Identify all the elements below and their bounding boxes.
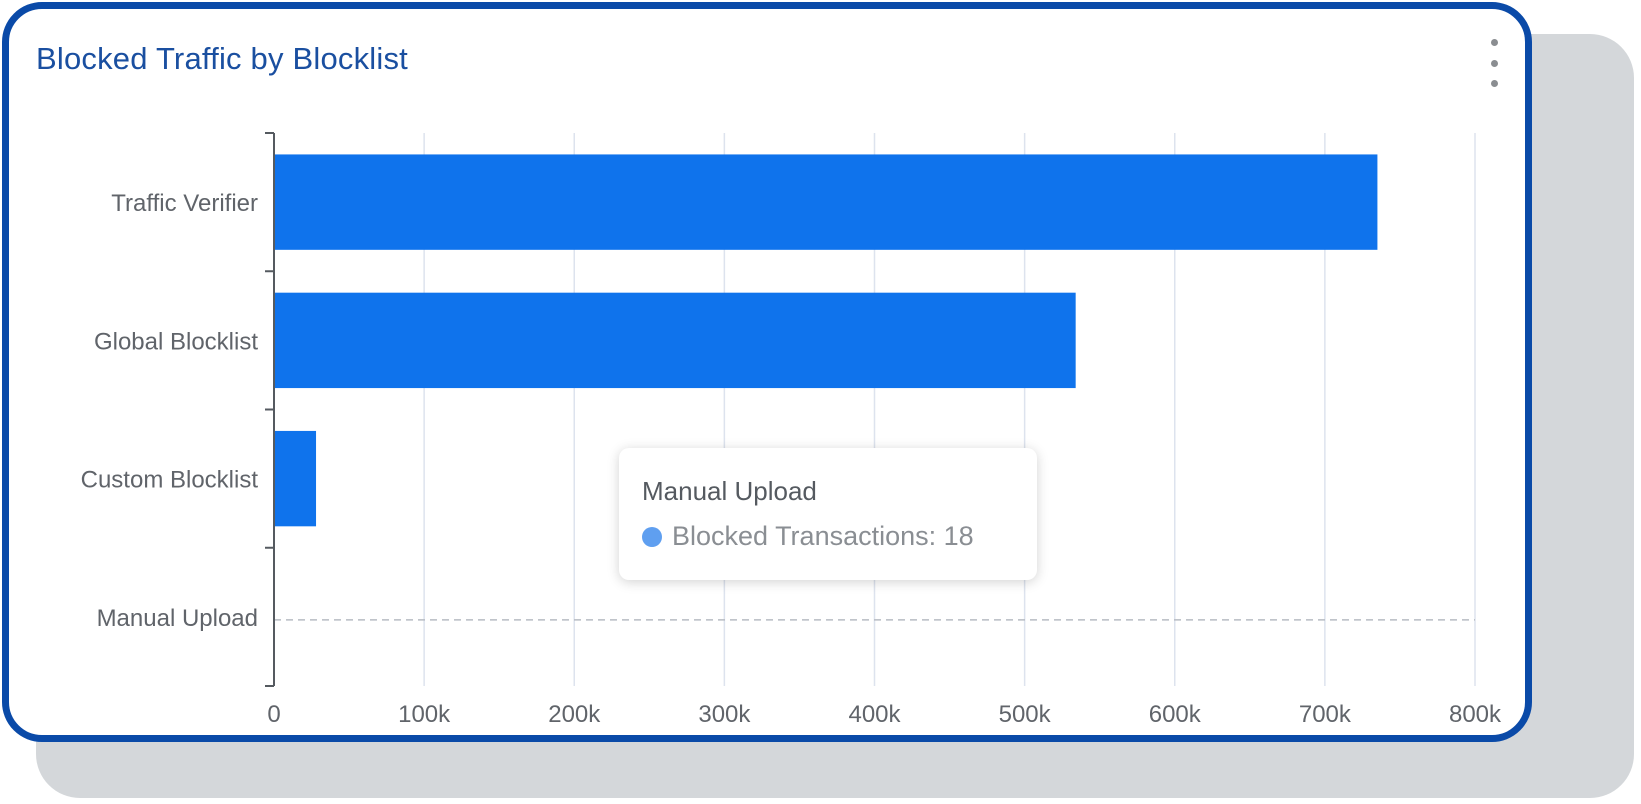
x-tick-label: 300k — [698, 701, 751, 728]
chart-title: Blocked Traffic by Blocklist — [36, 41, 408, 76]
x-tick-label: 100k — [398, 701, 451, 728]
x-tick-label: 600k — [1149, 701, 1202, 728]
x-tick-label: 700k — [1299, 701, 1352, 728]
tooltip-title: Manual Upload — [642, 476, 817, 506]
bar — [274, 292, 1076, 389]
category-label: Global Blocklist — [94, 328, 258, 355]
x-tick-label: 500k — [999, 701, 1052, 728]
bar — [274, 154, 1378, 250]
kebab-menu-icon[interactable] — [1481, 39, 1507, 87]
x-tick-labels: 0 100k 200k 300k 400k 500k 600k 700k 800k — [267, 701, 1502, 728]
bars — [274, 154, 1378, 665]
tooltip: Manual Upload Blocked Transactions: 18 — [619, 448, 1037, 580]
kebab-dot — [1490, 59, 1498, 67]
x-tick-label: 800k — [1449, 701, 1502, 728]
series-dot-icon — [642, 526, 662, 547]
kebab-dot — [1490, 39, 1498, 46]
x-tick-label: 200k — [548, 701, 601, 728]
category-label: Custom Blocklist — [81, 467, 259, 494]
kebab-dot — [1490, 80, 1498, 87]
bar — [274, 430, 317, 527]
tooltip-series-label: Blocked Transactions: 18 — [672, 521, 974, 551]
category-label: Traffic Verifier — [111, 190, 258, 217]
category-label: Manual Upload — [97, 605, 258, 632]
tooltip-row: Blocked Transactions: 18 — [642, 521, 1037, 552]
y-axis — [265, 132, 275, 687]
x-tick-label: 400k — [848, 701, 901, 728]
category-labels: Traffic Verifier Global Blocklist Custom B… — [81, 190, 259, 632]
x-tick-label: 0 — [267, 701, 280, 728]
